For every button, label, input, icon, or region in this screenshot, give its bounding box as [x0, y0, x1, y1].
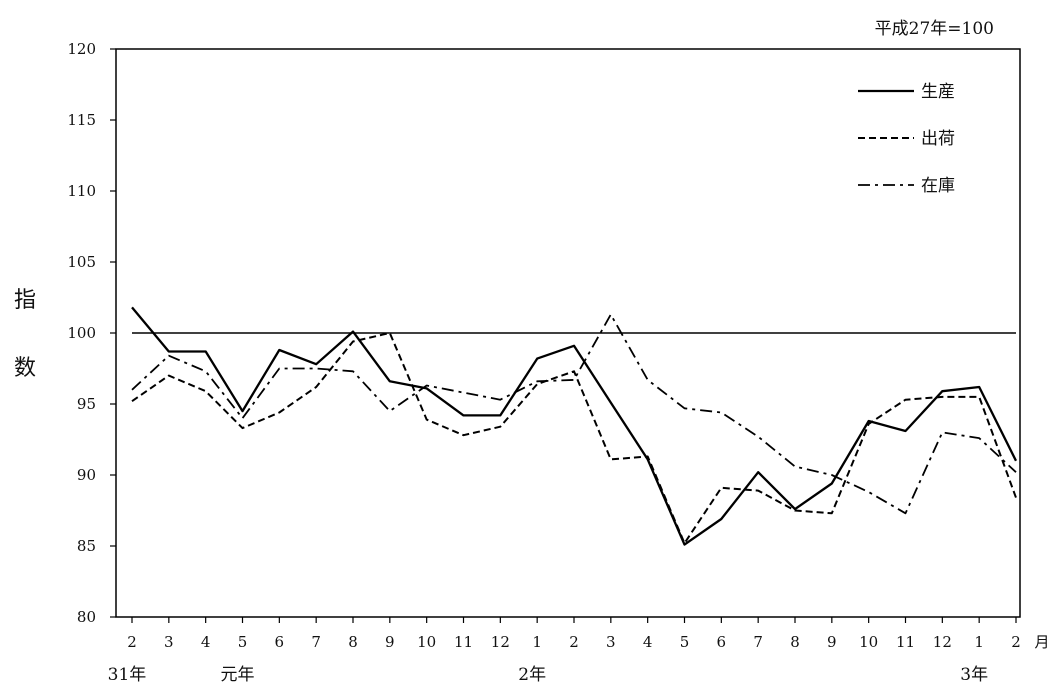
x-unit-label: 月: [1034, 633, 1049, 651]
x-tick-label: 11: [896, 633, 915, 651]
x-tick-label: 1: [532, 633, 542, 651]
x-tick-label: 3: [164, 633, 174, 651]
year-label: 3年: [960, 665, 988, 685]
x-tick-label: 12: [491, 633, 510, 651]
x-tick-label: 10: [417, 633, 436, 651]
x-tick-label: 2: [127, 633, 137, 651]
y-tick-label: 105: [67, 253, 96, 271]
x-tick-label: 7: [753, 633, 763, 651]
x-tick-label: 2: [1011, 633, 1021, 651]
y-tick-label: 100: [67, 324, 96, 342]
year-label: 元年: [221, 665, 255, 685]
x-tick-label: 10: [859, 633, 878, 651]
legend-label: 出荷: [921, 129, 955, 149]
year-label: 31年: [108, 665, 147, 685]
series-line-dashed: [132, 333, 1016, 543]
legend-label: 在庫: [921, 176, 955, 196]
x-tick-label: 6: [275, 633, 285, 651]
x-tick-label: 6: [717, 633, 727, 651]
x-tick-label: 5: [680, 633, 690, 651]
year-label: 2年: [518, 665, 546, 685]
legend-label: 生産: [921, 82, 955, 102]
y-tick-label: 85: [77, 537, 96, 555]
series-line-solid: [132, 307, 1016, 544]
x-tick-label: 5: [238, 633, 248, 651]
x-tick-label: 7: [311, 633, 321, 651]
base-note: 平成27年=100: [875, 19, 994, 39]
x-tick-label: 11: [454, 633, 473, 651]
x-tick-label: 12: [933, 633, 952, 651]
y-tick-label: 90: [77, 466, 96, 484]
x-tick-label: 4: [643, 633, 653, 651]
y-tick-label: 110: [67, 182, 96, 200]
y-tick-label: 95: [77, 395, 96, 413]
y-tick-label: 120: [67, 40, 96, 58]
x-tick-label: 8: [790, 633, 800, 651]
x-tick-label: 9: [827, 633, 837, 651]
y-axis-label-char: 数: [14, 356, 36, 381]
y-axis-label-char: 指: [14, 288, 36, 313]
x-tick-label: 3: [606, 633, 616, 651]
series-group: [132, 307, 1016, 544]
x-tick-label: 8: [348, 633, 358, 651]
x-tick-label: 4: [201, 633, 211, 651]
y-tick-label: 80: [77, 608, 96, 626]
x-tick-label: 9: [385, 633, 395, 651]
x-tick-label: 1: [974, 633, 984, 651]
series-line-dashdot: [132, 315, 1016, 514]
x-tick-label: 2: [569, 633, 579, 651]
y-tick-label: 115: [67, 111, 96, 129]
